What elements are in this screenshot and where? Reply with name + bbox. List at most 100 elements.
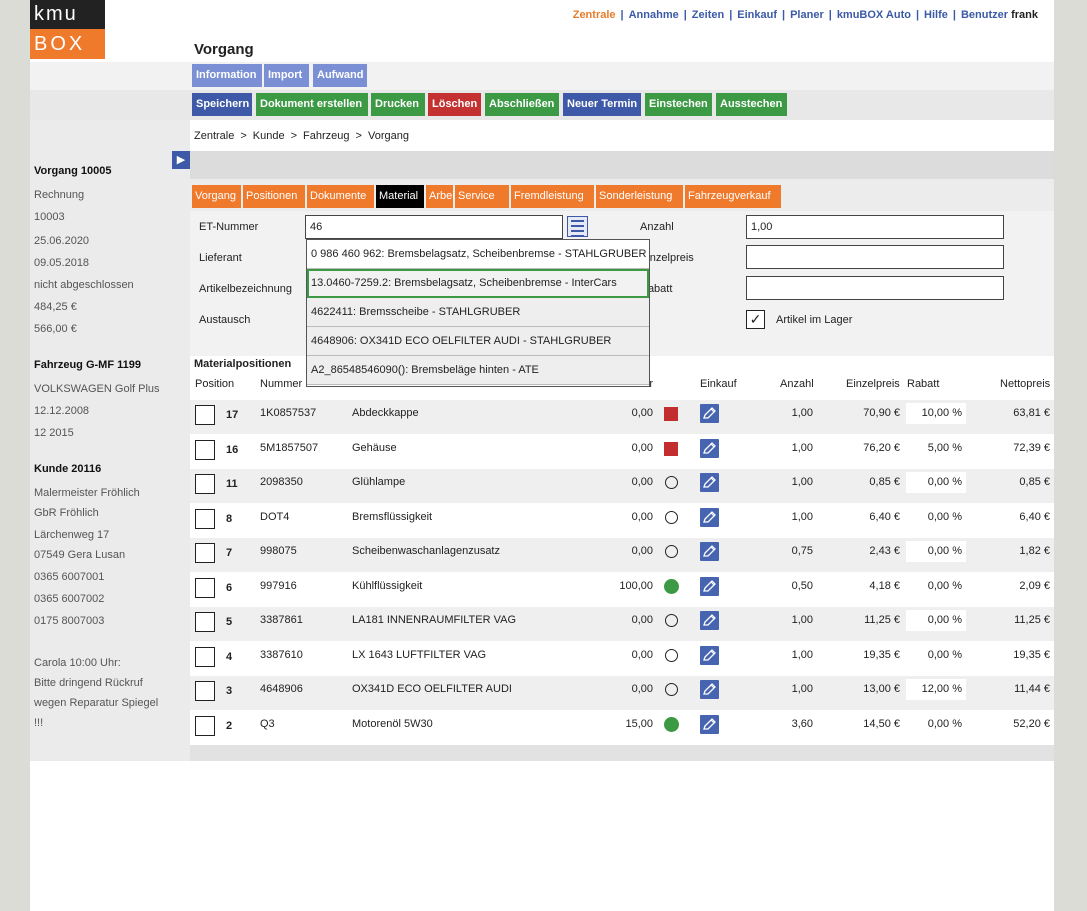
edit-pencil-icon[interactable] [700, 576, 719, 596]
breadcrumb-zentrale[interactable]: Zentrale [194, 130, 235, 142]
topnav-planer[interactable]: Planer [790, 9, 824, 21]
page-title: Vorgang [194, 41, 254, 58]
arrow-right-icon[interactable]: ▶ [172, 151, 190, 169]
row-position: 16 [226, 443, 239, 456]
table-row: 5 3387861 LA181 INNENRAUMFILTER VAG 0,00 1,0… [190, 607, 1054, 641]
row-position: 6 [226, 581, 233, 594]
tab-sonderleistung[interactable]: Sonderleistung [596, 185, 683, 208]
topnav-annahme[interactable]: Annahme [628, 9, 679, 21]
ausstechen-button[interactable]: Ausstechen [716, 93, 787, 116]
lager-checkbox[interactable]: ✓ [746, 310, 765, 329]
edit-pencil-icon[interactable] [700, 507, 719, 527]
tab-material[interactable]: Material [376, 185, 424, 208]
row-position: 17 [226, 409, 239, 421]
row-anzahl: 1,00 [791, 648, 813, 661]
row-select-checkbox[interactable] [195, 715, 215, 736]
anzahl-input[interactable]: 1,00 [746, 215, 1004, 239]
tab-fremdleistung[interactable]: Fremdleistung [511, 185, 594, 208]
topnav-hilfe[interactable]: Hilfe [924, 9, 948, 21]
dropdown-item[interactable]: A2_86548546090(): Bremsbeläge hinten - A… [307, 356, 649, 385]
topnav-zentrale[interactable]: Zentrale [572, 9, 616, 21]
row-rabatt[interactable]: 0,00 % [906, 472, 966, 493]
tab-vorgang[interactable]: Vorgang [192, 185, 241, 208]
user-label[interactable]: Benutzer [960, 9, 1009, 21]
neuer-termin-button[interactable]: Neuer Termin [563, 93, 641, 116]
tab-fahrzeugverkauf[interactable]: Fahrzeugverkauf [685, 185, 781, 208]
materialpositionen-title: Materialpositionen [194, 358, 292, 370]
austausch-label: Austausch [199, 314, 251, 326]
row-select-checkbox[interactable] [195, 577, 215, 598]
edit-pencil-icon[interactable] [700, 542, 719, 561]
table-row: 11 2098350 Glühlampe 0,00 1,00 0,85 € 0,00 % 0,… [190, 469, 1054, 503]
dropdown-item[interactable]: 13.0460-7259.2: Bremsbelagsatz, Scheiben… [307, 269, 649, 298]
einzelpreis-input[interactable] [746, 245, 1004, 269]
topnav-zeiten[interactable]: Zeiten [691, 9, 725, 21]
row-rabatt[interactable]: 12,00 % [906, 679, 966, 700]
row-select-checkbox[interactable] [195, 646, 215, 667]
row-rabatt[interactable]: 0,00 % [906, 713, 966, 735]
vorgang-detail: 09.05.2018 [34, 257, 90, 269]
row-name: Kühlflüssigkeit [352, 579, 423, 592]
row-rabatt[interactable]: 0,00 % [906, 644, 966, 666]
subtab-information[interactable]: Information [192, 64, 262, 87]
dropdown-item[interactable]: 0 986 460 962: Bremsbelagsatz, Scheibenb… [307, 240, 649, 269]
edit-pencil-icon[interactable] [700, 611, 719, 630]
edit-pencil-icon[interactable] [700, 680, 719, 699]
tab-positionen[interactable]: Positionen [243, 185, 305, 208]
col-einkauf: Einkauf [700, 378, 737, 390]
list-icon[interactable] [567, 216, 588, 237]
table-row: 16 5M1857507 Gehäuse 0,00 1,00 76,20 € 5,00 % 7… [190, 434, 1054, 469]
row-rabatt[interactable]: 0,00 % [906, 610, 966, 631]
row-lager: 0,00 [631, 683, 653, 695]
nav-separator: | [915, 9, 920, 21]
löschen-button[interactable]: Löschen [428, 93, 481, 116]
table-footer [190, 745, 1054, 761]
abschließen-button[interactable]: Abschließen [485, 93, 559, 116]
status-empty-icon [665, 683, 678, 696]
fahrzeug-detail: VOLKSWAGEN Golf Plus [34, 383, 160, 395]
row-rabatt[interactable]: 0,00 % [906, 541, 966, 562]
row-select-checkbox[interactable] [195, 543, 215, 563]
tab-arbeit[interactable]: Arbeit [426, 185, 458, 208]
kunde-detail: 0365 6007001 [34, 571, 105, 583]
breadcrumb-fahrzeug[interactable]: Fahrzeug [303, 130, 350, 142]
edit-pencil-icon[interactable] [700, 714, 719, 734]
row-name: Bremsflüssigkeit [352, 510, 433, 523]
subtab-import[interactable]: Import [264, 64, 309, 87]
edit-pencil-icon[interactable] [700, 404, 719, 423]
col-position: Position [195, 378, 235, 390]
row-select-checkbox[interactable] [195, 405, 215, 425]
einstechen-button[interactable]: Einstechen [645, 93, 712, 116]
row-select-checkbox[interactable] [195, 439, 215, 460]
row-select-checkbox[interactable] [195, 612, 215, 632]
subtab-aufwand[interactable]: Aufwand [313, 64, 367, 87]
tab-service[interactable]: Service [455, 185, 509, 208]
dokument-erstellen-button[interactable]: Dokument erstellen [256, 93, 368, 116]
breadcrumb-vorgang[interactable]: Vorgang [367, 130, 409, 142]
row-rabatt[interactable]: 0,00 % [906, 506, 966, 528]
dropdown-item[interactable]: 4622411: Bremsscheibe - STAHLGRUBER [307, 298, 649, 327]
edit-pencil-icon[interactable] [700, 438, 719, 458]
row-select-checkbox[interactable] [195, 508, 215, 529]
edit-pencil-icon[interactable] [700, 645, 719, 665]
row-rabatt[interactable]: 5,00 % [906, 437, 966, 459]
tab-dokumente[interactable]: Dokumente [307, 185, 374, 208]
topnav-kmubox-auto[interactable]: kmuBOX Auto [836, 9, 911, 21]
col-nummer: Nummer [260, 378, 303, 390]
row-rabatt[interactable]: 0,00 % [906, 575, 966, 597]
row-select-checkbox[interactable] [195, 474, 215, 494]
et-nummer-input[interactable]: 46 [305, 215, 563, 239]
col-nettopreis: Nettopreis [1000, 378, 1051, 390]
row-select-checkbox[interactable] [195, 681, 215, 701]
row-rabatt[interactable]: 10,00 % [906, 403, 966, 424]
drucken-button[interactable]: Drucken [371, 93, 425, 116]
speichern-button[interactable]: Speichern [192, 93, 252, 116]
topnav-einkauf[interactable]: Einkauf [737, 9, 778, 21]
kmubox-logo[interactable]: kmu BOX [30, 0, 105, 59]
rabatt-input[interactable] [746, 276, 1004, 300]
edit-pencil-icon[interactable] [700, 473, 719, 492]
breadcrumb-kunde[interactable]: Kunde [252, 130, 285, 142]
dropdown-item[interactable]: 4648906: OX341D ECO OELFILTER AUDI - STA… [307, 327, 649, 356]
row-nummer: 3387861 [260, 614, 303, 626]
row-einzelpreis: 76,20 € [863, 441, 900, 454]
